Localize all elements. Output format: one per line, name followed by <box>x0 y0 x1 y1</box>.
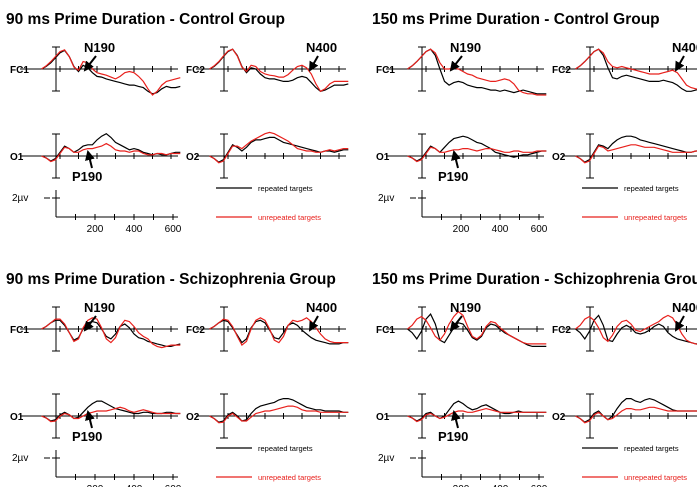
legend-repeated: repeated targets <box>258 444 313 453</box>
time-tick-label: 400 <box>492 484 509 487</box>
arrow-p190 <box>451 150 461 169</box>
annotation-p190: P190 <box>72 169 102 184</box>
channel-label-o1: O1 <box>10 152 24 163</box>
time-tick-label: 400 <box>492 224 509 235</box>
arrow-p190 <box>85 150 95 169</box>
legend-unrepeated: unrepeated targets <box>258 473 321 482</box>
trace-fc1-unrepeated <box>407 310 547 345</box>
trace-fc2-unrepeated <box>575 314 697 345</box>
legend-repeated: repeated targets <box>258 184 313 193</box>
time-tick-label: 200 <box>453 484 470 487</box>
arrow-n190 <box>83 315 97 332</box>
trace-o2-unrepeated <box>575 144 697 164</box>
channel-label-fc2: FC2 <box>186 325 205 336</box>
annotation-p190: P190 <box>438 169 468 184</box>
annotation-n400: N400 <box>672 40 697 55</box>
annotation-n190: N190 <box>450 300 481 315</box>
time-tick-label: 200 <box>87 224 104 235</box>
trace-o2-unrepeated <box>575 406 697 424</box>
trace-fc2-repeated <box>209 48 349 92</box>
trace-o1-unrepeated <box>41 406 181 423</box>
channel-label-o1: O1 <box>376 152 390 163</box>
channel-label-fc1: FC1 <box>10 325 29 336</box>
trace-o2-repeated <box>209 398 349 423</box>
arrow-p190 <box>451 410 461 429</box>
trace-o2-unrepeated <box>209 405 349 424</box>
annotation-n190: N190 <box>84 300 115 315</box>
trace-fc1-repeated <box>407 313 547 348</box>
trace-fc1-unrepeated <box>41 49 181 96</box>
trace-o1-unrepeated <box>41 142 181 163</box>
annotation-n400: N400 <box>306 300 337 315</box>
channel-label-fc1: FC1 <box>10 65 29 76</box>
channel-label-o1: O1 <box>376 412 390 423</box>
time-tick-label: 600 <box>531 224 548 235</box>
annotation-n190: N190 <box>84 40 115 55</box>
annotation-p190: P190 <box>72 429 102 444</box>
time-tick-label: 600 <box>531 484 548 487</box>
channel-label-o2: O2 <box>552 412 566 423</box>
channel-label-o1: O1 <box>10 412 24 423</box>
annotation-n190: N190 <box>450 40 481 55</box>
annotation-p190: P190 <box>438 429 468 444</box>
channel-label-fc2: FC2 <box>186 65 205 76</box>
arrow-p190 <box>85 410 95 429</box>
legend-repeated: repeated targets <box>624 184 679 193</box>
channel-label-fc1: FC1 <box>376 65 395 76</box>
time-tick-label: 400 <box>126 224 143 235</box>
chart-title: 150 ms Prime Duration - Control Group <box>372 11 660 28</box>
trace-o1-repeated <box>407 135 547 162</box>
channel-label-o2: O2 <box>186 152 200 163</box>
arrow-n400 <box>675 315 685 332</box>
legend-repeated: repeated targets <box>624 444 679 453</box>
trace-fc1-unrepeated <box>407 48 547 96</box>
chart-title: 90 ms Prime Duration - Schizophrenia Gro… <box>6 271 336 288</box>
trace-o1-unrepeated <box>407 407 547 423</box>
chart-title: 90 ms Prime Duration - Control Group <box>6 11 285 28</box>
arrow-n400 <box>309 315 319 332</box>
chart-panel-3: 90 ms Prime Duration - Schizophrenia Gro… <box>6 271 349 487</box>
trace-o1-repeated <box>41 400 181 422</box>
trace-fc2-unrepeated <box>209 317 349 347</box>
trace-fc2-unrepeated <box>575 48 697 90</box>
time-tick-label: 200 <box>453 224 470 235</box>
chart-panel-2: 150 ms Prime Duration - Control Group FC1… <box>372 11 697 235</box>
time-tick-label: 200 <box>87 484 104 487</box>
trace-o1-repeated <box>41 132 181 162</box>
trace-fc1-unrepeated <box>41 317 181 349</box>
time-tick-label: 400 <box>126 484 143 487</box>
legend-unrepeated: unrepeated targets <box>624 213 687 222</box>
legend-unrepeated: unrepeated targets <box>624 473 687 482</box>
arrow-n400 <box>309 55 319 72</box>
chart-title: 150 ms Prime Duration - Schizophrenia Gr… <box>372 271 697 288</box>
channel-label-fc2: FC2 <box>552 65 571 76</box>
channel-label-o2: O2 <box>186 412 200 423</box>
arrow-n190 <box>83 55 97 72</box>
annotation-n400: N400 <box>672 300 697 315</box>
time-tick-label: 600 <box>165 484 182 487</box>
channel-label-fc2: FC2 <box>552 325 571 336</box>
scale-label: 2µv <box>378 453 394 464</box>
trace-fc2-unrepeated <box>209 48 349 93</box>
scale-label: 2µv <box>12 453 28 464</box>
trace-o1-unrepeated <box>407 146 547 163</box>
chart-panel-1: 90 ms Prime Duration - Control Group FC1 O… <box>6 11 349 235</box>
trace-o2-unrepeated <box>209 131 349 164</box>
annotation-n400: N400 <box>306 40 337 55</box>
chart-panel-4: 150 ms Prime Duration - Schizophrenia Gr… <box>372 271 697 487</box>
arrow-n190 <box>449 315 463 332</box>
scale-label: 2µv <box>378 193 394 204</box>
trace-fc1-repeated <box>407 48 547 95</box>
arrow-n190 <box>449 55 463 72</box>
scale-label: 2µv <box>12 193 28 204</box>
legend-unrepeated: unrepeated targets <box>258 213 321 222</box>
time-tick-label: 600 <box>165 224 182 235</box>
arrow-n400 <box>675 55 685 72</box>
channel-label-o2: O2 <box>552 152 566 163</box>
channel-label-fc1: FC1 <box>376 325 395 336</box>
trace-fc1-repeated <box>41 319 181 348</box>
